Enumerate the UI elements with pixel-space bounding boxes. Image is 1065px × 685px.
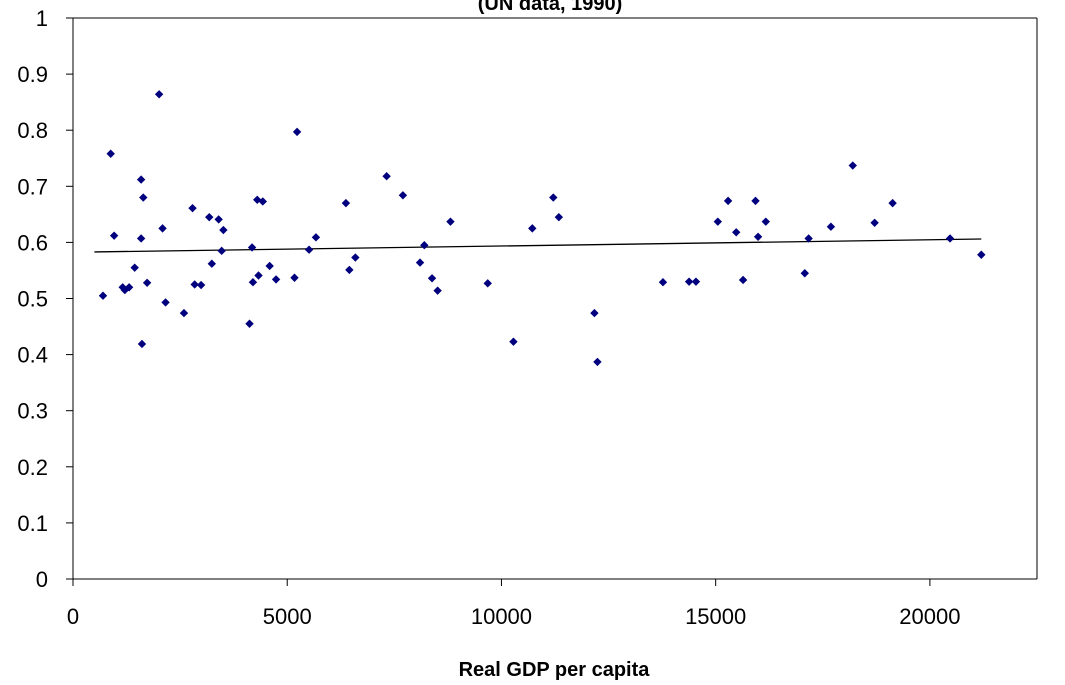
data-point — [139, 193, 148, 202]
data-point — [304, 245, 314, 254]
data-point — [217, 246, 226, 256]
data-point — [713, 217, 723, 226]
data-point — [804, 234, 813, 243]
data-point — [751, 196, 760, 206]
data-point — [691, 277, 701, 286]
data-point — [658, 278, 668, 287]
data-point — [415, 258, 425, 267]
y-tick-label: 0.2 — [17, 455, 48, 480]
data-point — [341, 198, 351, 208]
data-point — [826, 222, 836, 231]
data-point — [154, 90, 164, 99]
data-point — [109, 231, 119, 240]
x-tick-label: 20000 — [899, 604, 960, 629]
data-point — [247, 243, 257, 252]
data-point — [732, 228, 741, 237]
data-point — [345, 265, 354, 275]
data-point — [382, 172, 391, 181]
y-tick-label: 0.3 — [17, 399, 48, 424]
chart-title: (UN data, 1990) — [478, 0, 623, 15]
data-point — [848, 161, 857, 170]
data-point — [684, 277, 694, 286]
y-tick-label: 1 — [36, 6, 48, 31]
data-point — [549, 193, 558, 202]
data-point — [118, 283, 127, 292]
y-tick-label: 0.1 — [17, 511, 48, 536]
data-point — [292, 127, 302, 137]
data-point — [290, 273, 299, 282]
data-point — [888, 198, 897, 208]
data-point — [124, 283, 134, 292]
x-tick-label: 0 — [67, 604, 79, 629]
data-point — [248, 278, 258, 287]
x-axis: 0 5000 10000 15000 20000 — [67, 578, 1037, 629]
data-point — [106, 149, 115, 158]
y-tick-label: 0.5 — [17, 287, 48, 312]
data-point — [196, 280, 206, 290]
data-point — [945, 234, 955, 243]
y-tick-label: 0.4 — [17, 343, 48, 368]
y-tick-label: 0 — [36, 567, 48, 592]
x-tick-label: 5000 — [263, 604, 312, 629]
data-point — [433, 286, 442, 295]
data-point — [271, 275, 281, 284]
data-point — [158, 224, 167, 233]
data-point — [753, 232, 763, 241]
data-point — [723, 196, 733, 206]
data-point — [870, 218, 879, 227]
plot-frame — [73, 17, 1038, 579]
y-tick-label: 0.7 — [17, 174, 48, 199]
data-point — [179, 308, 189, 318]
x-tick-label: 15000 — [685, 604, 746, 629]
y-tick-label: 0.6 — [17, 230, 48, 255]
x-axis-title: Real GDP per capita — [459, 659, 651, 681]
y-tick-label: 0.8 — [17, 118, 48, 143]
data-point — [398, 191, 408, 200]
data-point — [207, 259, 217, 268]
data-point — [136, 234, 146, 243]
data-point — [528, 224, 537, 233]
data-point — [205, 212, 214, 222]
data-point — [254, 271, 263, 280]
data-point — [427, 274, 437, 283]
data-points — [98, 90, 986, 367]
data-point — [420, 241, 429, 250]
data-point — [446, 217, 455, 226]
data-point — [130, 263, 139, 272]
trendline-line — [94, 238, 982, 253]
data-point — [800, 269, 809, 278]
data-point — [509, 337, 518, 346]
data-point — [98, 291, 108, 300]
data-point — [351, 253, 360, 262]
data-point — [214, 215, 223, 224]
data-point — [590, 308, 599, 318]
data-point — [190, 280, 199, 289]
data-point — [219, 225, 228, 235]
data-point — [311, 233, 321, 242]
data-point — [761, 217, 770, 226]
data-point — [554, 212, 564, 222]
data-point — [593, 357, 602, 367]
y-axis: 0 0.1 0.2 0.3 0.4 0.5 0.6 0.7 0.8 0.9 1 — [17, 6, 74, 592]
data-point — [738, 275, 748, 285]
data-point — [137, 339, 147, 349]
data-point — [136, 175, 146, 184]
data-point — [161, 298, 170, 307]
trendline — [94, 238, 982, 253]
data-point — [977, 250, 986, 259]
data-point — [483, 279, 492, 288]
data-point — [245, 319, 254, 328]
data-point — [258, 197, 268, 206]
data-point — [188, 203, 197, 213]
x-tick-label: 10000 — [471, 604, 532, 629]
y-tick-label: 0.9 — [17, 62, 48, 87]
data-point — [265, 261, 274, 271]
data-point — [142, 278, 152, 287]
